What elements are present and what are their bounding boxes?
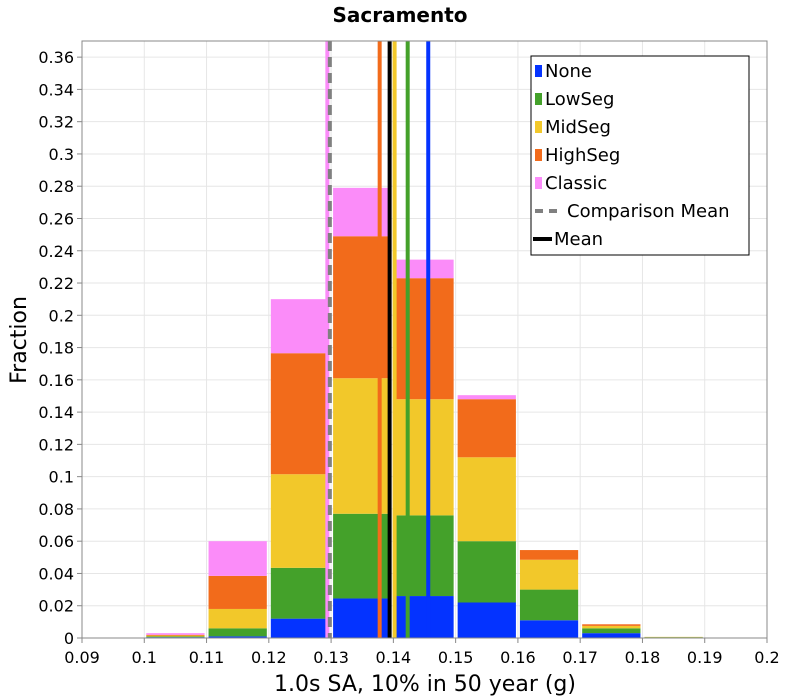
bar-segment-highseg xyxy=(582,624,641,626)
legend-label-comparison-mean: Comparison Mean xyxy=(567,201,730,222)
x-axis-ticks: 0.09 0.1 0.11 0.12 0.13 0.14 0.15 0.16 0.17 0.18 0… xyxy=(64,638,780,667)
y-tick-label: 0.04 xyxy=(38,564,74,583)
bar-segment-highseg xyxy=(395,278,454,400)
bar-segment-lowseg xyxy=(333,513,392,599)
bar-segment-midseg xyxy=(333,378,392,514)
bar-segment-highseg xyxy=(270,353,330,475)
y-tick-label: 0.12 xyxy=(38,435,74,454)
y-tick-label: 0.08 xyxy=(38,500,74,519)
x-tick-label: 0.13 xyxy=(313,648,349,667)
y-tick-label: 0.02 xyxy=(38,597,74,616)
bar-segment-classic xyxy=(457,395,516,400)
x-tick-label: 0.09 xyxy=(64,648,100,667)
legend-label-classic: Classic xyxy=(545,173,607,194)
y-tick-label: 0 xyxy=(64,629,74,648)
legend-label-mean: Mean xyxy=(554,229,603,250)
bar-segment-lowseg xyxy=(146,636,205,638)
legend-label-midseg: MidSeg xyxy=(545,117,611,138)
legend-label-lowseg: LowSeg xyxy=(545,89,614,110)
y-tick-label: 0.28 xyxy=(38,177,74,196)
legend-label-highseg: HighSeg xyxy=(545,145,620,166)
legend-swatch-highseg xyxy=(535,149,542,161)
bar-segment-none xyxy=(457,602,516,638)
bar-segment-highseg xyxy=(519,550,579,560)
bar-segment-midseg xyxy=(208,608,267,629)
bar-segment-classic xyxy=(395,259,454,279)
bar-segment-none xyxy=(519,620,579,638)
bar-segment-classic xyxy=(333,187,392,237)
legend-swatch-none xyxy=(535,65,542,77)
y-tick-label: 0.06 xyxy=(38,532,74,551)
x-tick-label: 0.19 xyxy=(687,648,723,667)
y-tick-label: 0.26 xyxy=(38,209,74,228)
x-tick-label: 0.14 xyxy=(376,648,412,667)
bar-segment-classic xyxy=(270,299,330,354)
x-tick-label: 0.11 xyxy=(189,648,225,667)
bar-segment-midseg xyxy=(519,559,579,590)
bar-segment-highseg xyxy=(457,399,516,458)
bar-segment-lowseg xyxy=(519,589,579,621)
x-tick-label: 0.1 xyxy=(132,648,157,667)
bar-segment-none xyxy=(395,596,454,638)
bar-segment-lowseg xyxy=(395,515,454,597)
bar-segment-none xyxy=(270,618,330,638)
legend-label-none: None xyxy=(545,61,592,82)
bar-segment-lowseg xyxy=(208,628,267,637)
bar-segment-none xyxy=(208,636,267,638)
bar-segment-midseg xyxy=(270,474,330,568)
bar-segment-highseg xyxy=(333,236,392,379)
y-tick-label: 0.3 xyxy=(49,145,74,164)
legend-swatch-classic xyxy=(535,177,542,189)
bar-segment-midseg xyxy=(395,399,454,516)
x-tick-label: 0.12 xyxy=(251,648,287,667)
legend-box xyxy=(530,55,750,256)
legend-swatch-lowseg xyxy=(535,93,542,105)
y-tick-label: 0.32 xyxy=(38,113,74,132)
x-tick-label: 0.15 xyxy=(438,648,474,667)
bar-segment-none xyxy=(582,633,641,638)
bar-segment-highseg xyxy=(208,575,267,609)
bar-segment-classic xyxy=(146,633,205,635)
y-tick-label: 0.14 xyxy=(38,403,74,422)
x-tick-label: 0.17 xyxy=(562,648,598,667)
bar-segment-lowseg xyxy=(582,628,641,634)
plot-frame xyxy=(81,40,768,639)
x-tick-label: 0.2 xyxy=(754,648,779,667)
y-axis-ticks: 0 0.02 0.04 0.06 0.08 0.1 0.12 0.14 0.16 0.18 0.2 0… xyxy=(38,48,82,648)
chart-title: Sacramento xyxy=(332,3,467,27)
bar-segment-lowseg xyxy=(270,567,330,619)
bar-segment-highseg xyxy=(146,634,205,636)
mean-lines xyxy=(325,41,431,638)
x-tick-label: 0.18 xyxy=(625,648,661,667)
y-tick-label: 0.16 xyxy=(38,371,74,390)
y-axis-label: Fraction xyxy=(7,296,32,384)
bar-segment-midseg xyxy=(582,625,641,629)
y-tick-label: 0.24 xyxy=(38,242,74,261)
legend: None LowSeg MidSeg HighSeg Classic Comparison… xyxy=(530,55,750,256)
bar-segment-midseg xyxy=(146,635,205,637)
y-tick-label: 0.18 xyxy=(38,339,74,358)
bar-segment-none xyxy=(333,598,392,638)
bar-segment-lowseg xyxy=(457,541,516,603)
bar-segment-classic xyxy=(208,541,267,576)
x-tick-label: 0.16 xyxy=(500,648,536,667)
bar-segment-midseg xyxy=(457,457,516,542)
y-tick-label: 0.1 xyxy=(49,468,74,487)
y-tick-label: 0.34 xyxy=(38,80,74,99)
x-axis-label: 1.0s SA, 10% in 50 year (g) xyxy=(274,672,576,697)
y-tick-label: 0.2 xyxy=(49,306,74,325)
y-tick-label: 0.22 xyxy=(38,274,74,293)
legend-swatch-midseg xyxy=(535,121,542,133)
y-tick-label: 0.36 xyxy=(38,48,74,67)
